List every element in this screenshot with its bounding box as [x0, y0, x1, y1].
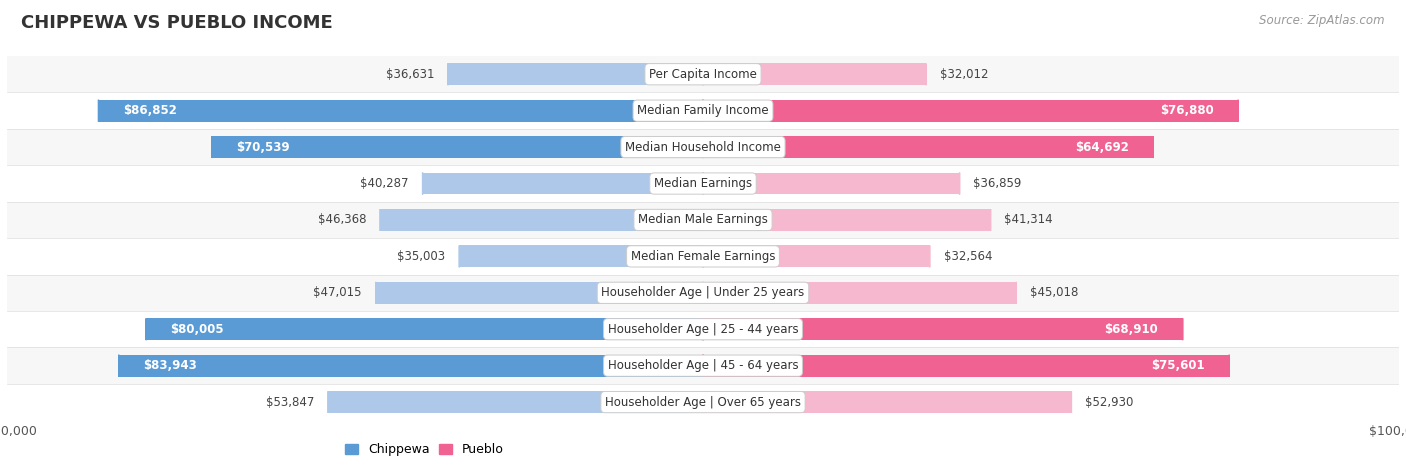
Text: $76,880: $76,880	[1160, 104, 1213, 117]
Bar	[7, 56, 1399, 92]
Text: $32,012: $32,012	[939, 68, 988, 81]
Bar	[328, 391, 703, 413]
Text: Median Male Earnings: Median Male Earnings	[638, 213, 768, 226]
Bar	[7, 165, 1399, 202]
Text: Median Female Earnings: Median Female Earnings	[631, 250, 775, 263]
Text: $41,314: $41,314	[1004, 213, 1053, 226]
Bar	[7, 384, 1399, 420]
Text: $86,852: $86,852	[122, 104, 177, 117]
Text: Householder Age | 45 - 64 years: Householder Age | 45 - 64 years	[607, 359, 799, 372]
Text: $36,859: $36,859	[973, 177, 1022, 190]
Text: $32,564: $32,564	[943, 250, 993, 263]
Bar	[703, 282, 1017, 304]
Bar	[380, 209, 703, 231]
Bar	[703, 246, 929, 267]
Bar	[460, 246, 703, 267]
Text: $64,692: $64,692	[1076, 141, 1129, 154]
Text: $80,005: $80,005	[170, 323, 224, 336]
Text: Median Family Income: Median Family Income	[637, 104, 769, 117]
Bar	[703, 173, 959, 194]
Legend: Chippewa, Pueblo: Chippewa, Pueblo	[340, 439, 509, 461]
Bar	[703, 209, 991, 231]
Text: $100,000: $100,000	[1369, 425, 1406, 438]
Text: $47,015: $47,015	[314, 286, 361, 299]
Text: Source: ZipAtlas.com: Source: ZipAtlas.com	[1260, 14, 1385, 27]
Bar	[703, 64, 925, 85]
Text: $75,601: $75,601	[1152, 359, 1205, 372]
Bar	[98, 100, 703, 121]
Bar	[7, 238, 1399, 275]
Text: $52,930: $52,930	[1085, 396, 1133, 409]
Bar	[7, 311, 1399, 347]
Text: $46,368: $46,368	[318, 213, 367, 226]
Text: $70,539: $70,539	[236, 141, 290, 154]
Bar	[7, 202, 1399, 238]
Bar	[703, 136, 1153, 158]
Text: $68,910: $68,910	[1105, 323, 1159, 336]
Text: $100,000: $100,000	[0, 425, 37, 438]
Text: $35,003: $35,003	[398, 250, 446, 263]
Bar	[703, 391, 1071, 413]
Text: $53,847: $53,847	[266, 396, 315, 409]
Text: Median Earnings: Median Earnings	[654, 177, 752, 190]
Bar	[7, 275, 1399, 311]
Bar	[449, 64, 703, 85]
Text: CHIPPEWA VS PUEBLO INCOME: CHIPPEWA VS PUEBLO INCOME	[21, 14, 333, 32]
Bar	[146, 318, 703, 340]
Bar	[703, 100, 1239, 121]
Bar	[703, 355, 1229, 376]
Bar	[375, 282, 703, 304]
Bar	[423, 173, 703, 194]
Text: $83,943: $83,943	[143, 359, 197, 372]
Bar	[7, 92, 1399, 129]
Bar	[212, 136, 703, 158]
Bar	[118, 355, 703, 376]
Text: $36,631: $36,631	[385, 68, 434, 81]
Text: Householder Age | Under 25 years: Householder Age | Under 25 years	[602, 286, 804, 299]
Bar	[7, 129, 1399, 165]
Text: Median Household Income: Median Household Income	[626, 141, 780, 154]
Text: $45,018: $45,018	[1031, 286, 1078, 299]
Text: Householder Age | 25 - 44 years: Householder Age | 25 - 44 years	[607, 323, 799, 336]
Text: Per Capita Income: Per Capita Income	[650, 68, 756, 81]
Text: $40,287: $40,287	[360, 177, 409, 190]
Bar	[703, 318, 1182, 340]
Bar	[7, 347, 1399, 384]
Text: Householder Age | Over 65 years: Householder Age | Over 65 years	[605, 396, 801, 409]
